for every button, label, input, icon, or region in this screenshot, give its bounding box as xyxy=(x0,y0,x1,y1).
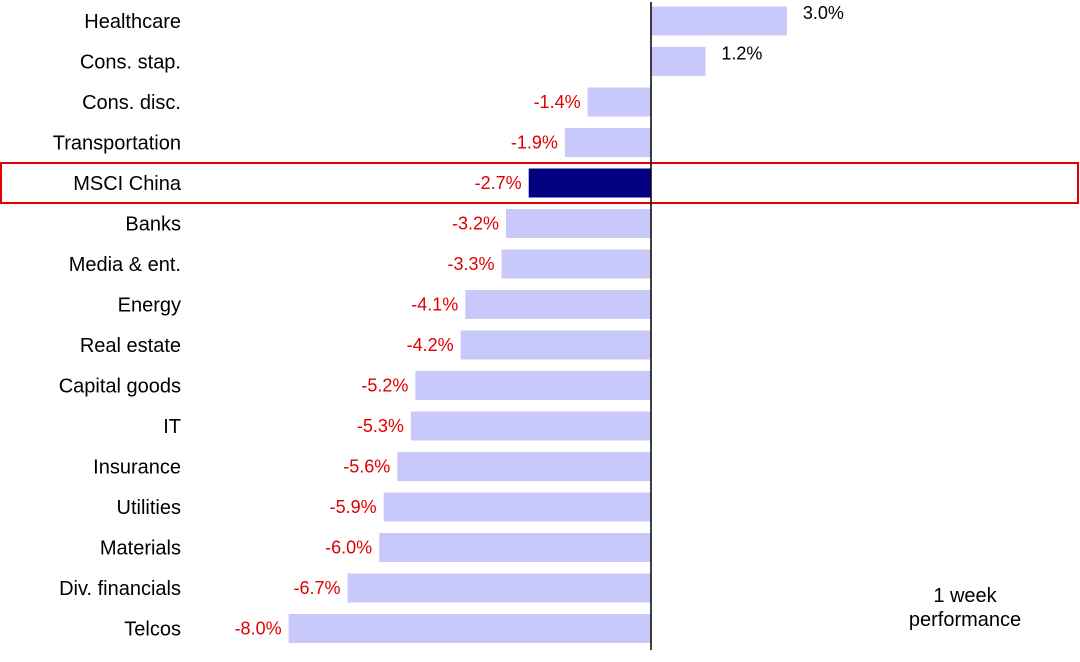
bar-energy xyxy=(465,290,651,319)
bar-transportation xyxy=(564,128,651,157)
value-label-it: -5.3% xyxy=(357,416,404,436)
category-label-telcos: Telcos xyxy=(124,619,181,641)
value-label-insurance: -5.6% xyxy=(343,457,390,477)
category-label-insurance: Insurance xyxy=(93,457,181,479)
category-label-it: IT xyxy=(163,416,181,438)
category-label-banks: Banks xyxy=(125,214,181,236)
category-label-real-estate: Real estate xyxy=(80,335,181,357)
bar-materials xyxy=(379,533,651,562)
value-label-telcos: -8.0% xyxy=(235,619,282,639)
value-label-healthcare: 3.0% xyxy=(803,3,844,23)
category-label-cons-stap: Cons. stap. xyxy=(80,52,181,74)
category-label-transportation: Transportation xyxy=(53,133,181,155)
category-label-cons-disc: Cons. disc. xyxy=(82,92,181,114)
bar-media-and-ent xyxy=(501,249,651,279)
value-label-media-and-ent: -3.3% xyxy=(447,254,494,274)
value-label-div-financials: -6.7% xyxy=(293,578,340,598)
value-label-banks: -3.2% xyxy=(452,214,499,234)
value-label-cons-stap: 1.2% xyxy=(721,44,762,64)
value-label-msci-china: -2.7% xyxy=(475,173,522,193)
value-label-utilities: -5.9% xyxy=(330,497,377,517)
chart-annotation: 1 week performance xyxy=(908,585,1022,631)
value-label-cons-disc: -1.4% xyxy=(534,92,581,112)
bar-cons-disc xyxy=(587,87,651,117)
bar-div-financials xyxy=(347,573,651,603)
category-label-div-financials: Div. financials xyxy=(59,578,181,600)
category-label-healthcare: Healthcare xyxy=(84,11,181,33)
category-label-capital-goods: Capital goods xyxy=(59,376,181,398)
category-label-energy: Energy xyxy=(118,295,181,317)
value-label-transportation: -1.9% xyxy=(511,133,558,153)
bar-capital-goods xyxy=(415,371,651,400)
bar-utilities xyxy=(383,492,651,522)
bar-cons-stap xyxy=(651,47,706,76)
category-label-msci-china: MSCI China xyxy=(73,173,182,195)
value-label-energy: -4.1% xyxy=(411,295,458,315)
category-label-materials: Materials xyxy=(100,538,181,560)
category-label-utilities: Utilities xyxy=(117,497,181,519)
category-label-media-and-ent: Media & ent. xyxy=(69,254,181,276)
bar-real-estate xyxy=(460,330,651,360)
highlight-box xyxy=(0,162,1079,204)
value-label-materials: -6.0% xyxy=(325,538,372,558)
value-label-real-estate: -4.2% xyxy=(407,335,454,355)
bar-msci-china xyxy=(528,168,651,198)
bar-healthcare xyxy=(651,6,787,36)
bar-telcos xyxy=(288,614,651,643)
bar-banks xyxy=(506,209,651,238)
bar-insurance xyxy=(397,452,651,481)
bar-it xyxy=(410,411,651,441)
value-label-capital-goods: -5.2% xyxy=(361,376,408,396)
